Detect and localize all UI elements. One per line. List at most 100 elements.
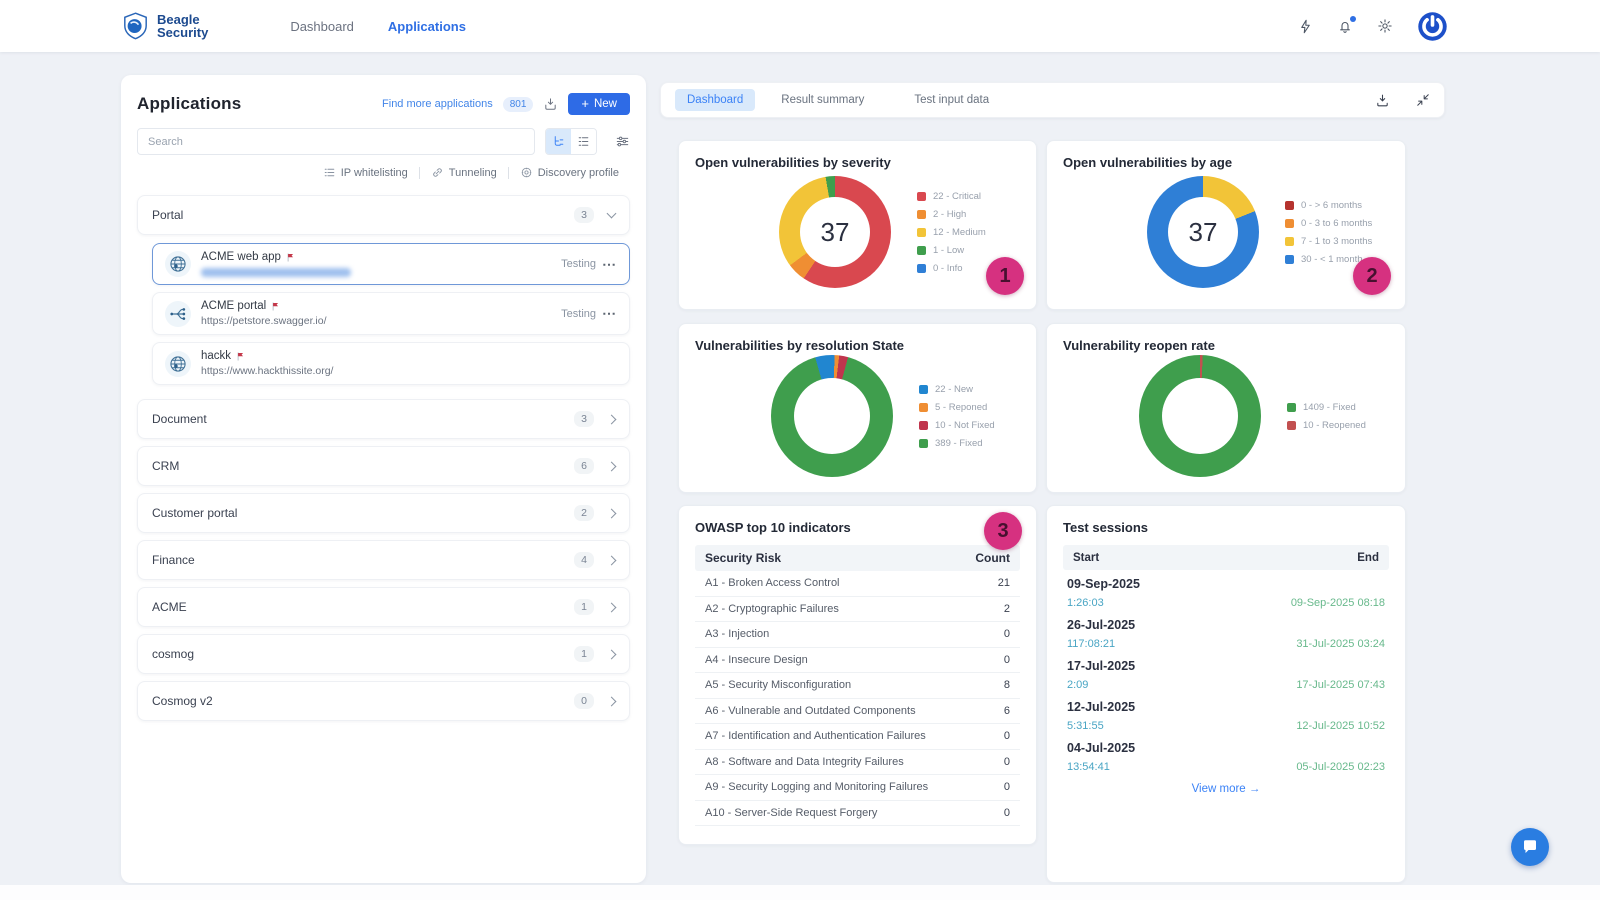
resolution-state-donut-chart [771,355,893,477]
chevron-right-icon[interactable] [606,461,617,471]
legend-label: 389 - Fixed [935,437,983,449]
legend-swatch [917,209,926,219]
kebab-menu-icon[interactable]: ⋯ [602,305,617,321]
owasp-table-row: A5 - Security Misconfiguration 8 [695,673,1020,699]
chat-messenger-button[interactable] [1511,828,1549,866]
ip-whitelisting-link[interactable]: IP whitelisting [312,166,419,179]
card-vulnerability-reopen-rate: Vulnerability reopen rate 1409 - Fixed 10… [1046,323,1406,493]
group-row-crm[interactable]: CRM 6 [137,446,630,486]
application-row-hackk[interactable]: hackk https://www.hackthissite.org/ [152,342,630,385]
session-row[interactable]: 09-Sep-2025 1:26:03 09-Sep-2025 08:18 [1063,570,1389,611]
session-start-date: 12-Jul-2025 [1067,700,1136,714]
application-name: ACME web app [201,251,351,263]
legend-swatch [1287,420,1296,430]
chevron-right-icon[interactable] [606,649,617,659]
tab-test-input-data[interactable]: Test input data [914,94,990,106]
session-row[interactable]: 17-Jul-2025 2:09 17-Jul-2025 07:43 [1063,652,1389,693]
group-row-finance[interactable]: Finance 4 [137,540,630,580]
session-duration: 117:08:21 [1067,638,1116,650]
application-status: Testing ⋯ [561,305,617,322]
session-row[interactable]: 12-Jul-2025 5:31:55 12-Jul-2025 10:52 [1063,693,1389,734]
chevron-right-icon[interactable] [606,696,617,706]
legend-label: 30 - < 1 month [1301,253,1363,265]
application-name-label: ACME portal [201,300,267,312]
application-info: ACME web app [201,251,351,277]
quick-link-label: IP whitelisting [340,166,408,179]
legend-label: 2 - High [933,208,967,220]
owasp-table-row: A7 - Identification and Authentication F… [695,724,1020,750]
settings-gear-icon[interactable] [1377,18,1393,34]
nav-link-dashboard[interactable]: Dashboard [290,18,354,34]
kebab-menu-icon[interactable]: ⋯ [602,255,617,272]
dashboard-panel: Dashboard Result summary Test input data O… [660,75,1445,887]
notifications-bell-icon[interactable] [1337,15,1356,35]
panel-title: Applications [137,94,242,113]
owasp-count-value: 2 [1003,602,1010,615]
view-toggle [545,128,597,155]
owasp-table-row: A9 - Security Logging and Monitoring Fai… [695,775,1020,801]
filter-sliders-icon[interactable] [615,134,630,149]
tree-view-toggle[interactable] [546,129,571,154]
session-start-date: 09-Sep-2025 [1067,577,1140,591]
group-row-portal[interactable]: Portal 3 [137,195,630,235]
annotation-badge-3: 3 [984,512,1022,550]
legend-label: 10 - Not Fixed [935,419,995,431]
application-row-acme-web-app[interactable]: ACME web app Testing ⋯ [152,243,630,285]
session-start-date: 04-Jul-2025 [1067,741,1136,755]
chevron-down-icon[interactable] [606,208,617,219]
tab-result-summary[interactable]: Result summary [781,94,865,106]
legend-item: 1409 - Fixed [1287,402,1366,413]
session-row[interactable]: 04-Jul-2025 13:54:41 05-Jul-2025 02:23 [1063,734,1389,775]
view-more-link[interactable]: View more → [1191,783,1261,795]
applications-panel: Applications Find more applications 801 … [121,75,646,883]
download-report-icon[interactable] [1375,93,1390,108]
search-input[interactable] [137,128,535,155]
legend-label: 12 - Medium [933,226,986,238]
quick-link-label: Tunneling [448,166,497,179]
chart-legend: 22 - Critical 2 - High 12 - Medium 1 - Low 0… [917,184,986,281]
import-icon[interactable] [543,97,558,112]
group-count-badge: 4 [574,552,594,568]
card-owasp-top-10: OWASP top 10 indicators Security Risk Co… [678,505,1037,845]
user-avatar[interactable] [1417,11,1448,42]
new-application-button[interactable]: + New [568,93,630,115]
tunneling-link[interactable]: Tunneling [420,166,508,179]
chevron-right-icon[interactable] [606,414,617,424]
application-row-acme-portal[interactable]: ACME portal https://petstore.swagger.io/T… [152,292,630,335]
flag-icon [271,301,281,312]
tab-dashboard[interactable]: Dashboard [675,89,756,111]
card-title: Vulnerability reopen rate [1063,338,1215,353]
group-row-acme[interactable]: ACME 1 [137,587,630,627]
group-row-customer-portal[interactable]: Customer portal 2 [137,493,630,533]
chevron-right-icon[interactable] [606,508,617,518]
find-more-applications-link[interactable]: Find more applications [382,98,493,110]
collapse-panel-icon[interactable] [1416,93,1430,107]
card-title: Vulnerabilities by resolution State [695,338,905,353]
card-open-vulnerabilities-by-severity: Open vulnerabilities by severity 37 22 -… [678,140,1037,310]
legend-item: 389 - Fixed [919,438,995,449]
application-name: ACME portal [201,300,327,312]
chevron-right-icon[interactable] [606,555,617,565]
legend-label: 22 - Critical [933,190,982,202]
group-row-cosmog[interactable]: cosmog 1 [137,634,630,674]
chart-legend: 0 - > 6 months 0 - 3 to 6 months 7 - 1 to … [1285,193,1372,272]
group-row-document[interactable]: Document 3 [137,399,630,439]
session-end-datetime: 12-Jul-2025 10:52 [1296,720,1385,732]
owasp-table-row: A8 - Software and Data Integrity Failure… [695,750,1020,775]
chevron-right-icon[interactable] [606,602,617,612]
list-view-toggle[interactable] [571,129,596,154]
annotation-badge-1: 1 [986,257,1024,295]
group-row-cosmog-v2[interactable]: Cosmog v2 0 [137,681,630,721]
brand-logo[interactable]: Beagle Security [122,11,208,42]
card-title: OWASP top 10 indicators [695,520,851,535]
owasp-table-body: A1 - Broken Access Control 21 A2 - Cryptog… [695,571,1020,826]
discovery-profile-icon [520,166,533,179]
quick-actions-icon[interactable] [1298,18,1313,35]
application-name: hackk [201,350,333,362]
nav-link-applications[interactable]: Applications [387,18,466,34]
session-row[interactable]: 26-Jul-2025 117:08:21 31-Jul-2025 03:24 [1063,611,1389,652]
group-count-badge: 2 [574,505,594,521]
discovery-profile-link[interactable]: Discovery profile [509,166,630,179]
plus-icon: + [581,96,589,111]
chart-legend: 22 - New 5 - Reponed 10 - Not Fixed 389 - F… [919,377,995,456]
